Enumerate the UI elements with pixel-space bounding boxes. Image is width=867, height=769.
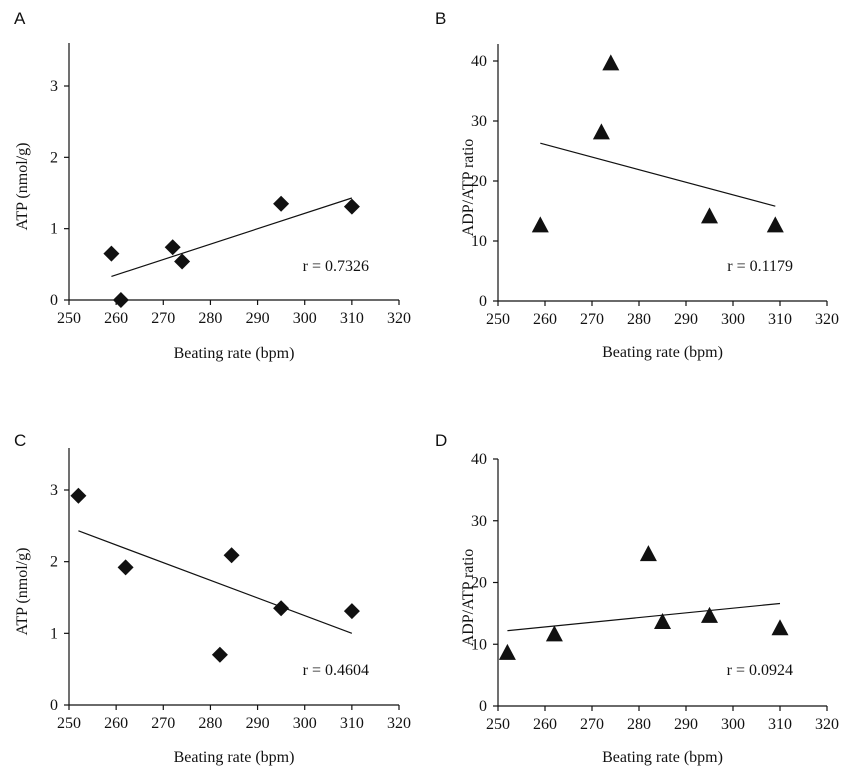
x-tick-label: 300 — [721, 311, 745, 328]
y-tick-label: 0 — [479, 293, 487, 310]
x-tick-label: 250 — [486, 311, 510, 328]
panel-letter: B — [435, 9, 446, 28]
y-tick-label: 40 — [471, 53, 487, 70]
y-axis-title: ATP (nmol/g) — [14, 548, 31, 636]
y-tick-label: 20 — [471, 173, 487, 190]
triangle-data-point — [545, 625, 563, 642]
y-tick-label: 2 — [50, 554, 58, 571]
x-tick-label: 310 — [768, 311, 792, 328]
correlation-annotation: r = 0.4604 — [303, 662, 369, 679]
triangle-data-point — [531, 216, 549, 233]
correlation-annotation: r = 0.7326 — [303, 258, 369, 275]
x-axis-title: Beating rate (bpm) — [174, 345, 295, 362]
chart-panel-a: A 250 260 270 280 290 300 310 320 0 1 2 3 Beating rat… — [14, 9, 411, 362]
x-tick-label: 320 — [815, 716, 839, 733]
x-tick-label: 280 — [198, 310, 222, 327]
diamond-data-point — [273, 195, 290, 212]
x-tick-label: 310 — [340, 715, 364, 732]
x-tick-label: 290 — [674, 311, 698, 328]
x-tick-label: 290 — [674, 716, 698, 733]
chart-panel-c: C 250 260 270 280 290 300 310 320 0 1 2 3 Beating rat… — [14, 431, 411, 766]
triangle-data-point — [766, 216, 784, 233]
y-tick-label: 10 — [471, 233, 487, 250]
x-tick-label: 280 — [198, 715, 222, 732]
diamond-data-point — [174, 253, 191, 270]
x-tick-label: 250 — [57, 715, 81, 732]
x-tick-label: 310 — [340, 310, 364, 327]
y-tick-label: 10 — [471, 636, 487, 653]
x-tick-label: 290 — [246, 310, 270, 327]
triangle-data-point — [639, 545, 657, 562]
chart-panel-b: B 250 260 270 280 290 300 310 320 0 10 20 30 40 Beatin… — [435, 9, 839, 361]
x-tick-label: 280 — [627, 716, 651, 733]
x-tick-label: 320 — [387, 310, 411, 327]
panel-letter: D — [435, 431, 447, 450]
y-tick-label: 0 — [50, 697, 58, 714]
x-tick-label: 300 — [293, 715, 317, 732]
y-tick-label: 0 — [479, 698, 487, 715]
diamond-data-point — [211, 646, 228, 663]
x-tick-label: 300 — [721, 716, 745, 733]
x-tick-label: 250 — [486, 716, 510, 733]
y-axis-title: ADP/ATP ratio — [460, 139, 477, 237]
y-tick-label: 30 — [471, 513, 487, 530]
regression-line — [78, 530, 353, 634]
diamond-data-point — [164, 239, 181, 256]
regression-line — [540, 142, 776, 207]
x-tick-label: 290 — [246, 715, 270, 732]
y-tick-label: 40 — [471, 451, 487, 468]
x-tick-label: 320 — [815, 311, 839, 328]
diamond-data-point — [343, 603, 360, 620]
triangle-data-point — [654, 613, 671, 629]
x-tick-label: 300 — [293, 310, 317, 327]
y-axis-title: ATP (nmol/g) — [14, 143, 31, 231]
regression-line — [507, 602, 781, 632]
x-axis-title: Beating rate (bpm) — [602, 749, 723, 766]
diamond-data-point — [103, 245, 120, 262]
correlation-annotation: r = 0.0924 — [727, 662, 793, 679]
diamond-data-point — [223, 547, 240, 564]
x-tick-label: 270 — [580, 311, 604, 328]
chart-panel-d: D 250 260 270 280 290 300 310 320 0 10 20 30 40 Beatin… — [435, 431, 839, 766]
triangle-data-point — [592, 123, 610, 140]
x-tick-label: 260 — [533, 311, 557, 328]
triangle-data-point — [701, 606, 718, 623]
diamond-data-point — [117, 559, 134, 576]
x-tick-label: 310 — [768, 716, 792, 733]
y-axis-title: ADP/ATP ratio — [460, 549, 477, 647]
x-tick-label: 260 — [104, 310, 128, 327]
triangle-data-point — [498, 643, 516, 660]
panel-letter: C — [14, 431, 26, 450]
y-tick-label: 0 — [50, 292, 58, 309]
panel-letter: A — [14, 9, 26, 28]
triangle-data-point — [701, 207, 718, 224]
x-tick-label: 270 — [580, 716, 604, 733]
y-tick-label: 2 — [50, 149, 58, 166]
correlation-annotation: r = 0.1179 — [727, 258, 793, 275]
triangle-data-point — [602, 54, 620, 71]
regression-line — [111, 197, 353, 278]
x-tick-label: 280 — [627, 311, 651, 328]
x-tick-label: 270 — [151, 310, 175, 327]
y-tick-label: 1 — [50, 221, 58, 238]
y-tick-label: 1 — [50, 625, 58, 642]
triangle-data-point — [771, 619, 789, 636]
diamond-data-point — [273, 600, 290, 617]
x-tick-label: 250 — [57, 310, 81, 327]
diamond-data-point — [112, 292, 129, 308]
y-tick-label: 30 — [471, 113, 487, 130]
x-tick-label: 260 — [533, 716, 557, 733]
x-tick-label: 260 — [104, 715, 128, 732]
x-tick-label: 320 — [387, 715, 411, 732]
x-axis-title: Beating rate (bpm) — [602, 344, 723, 361]
x-axis-title: Beating rate (bpm) — [174, 749, 295, 766]
diamond-data-point — [343, 198, 360, 215]
x-tick-label: 270 — [151, 715, 175, 732]
diamond-data-point — [70, 487, 87, 504]
y-tick-label: 3 — [50, 482, 58, 499]
y-tick-label: 20 — [471, 575, 487, 592]
y-tick-label: 3 — [50, 78, 58, 95]
